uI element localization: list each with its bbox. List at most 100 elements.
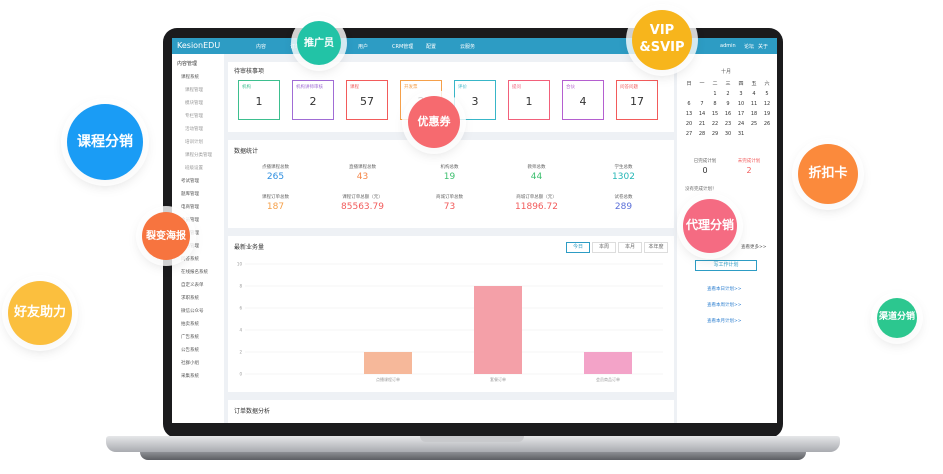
sidebar-item[interactable]: 财务管理 <box>181 244 199 249</box>
calendar-day[interactable]: 7 <box>700 101 704 107</box>
stat-label: 直播课程总数 <box>349 165 376 170</box>
calendar-day[interactable]: 31 <box>737 131 745 137</box>
sidebar-item[interactable]: 微信公众号 <box>181 309 204 314</box>
sidebar-item[interactable]: 题库管理 <box>181 192 199 197</box>
user[interactable]: admin <box>720 43 736 49</box>
calendar-day[interactable]: 13 <box>685 111 693 117</box>
calendar-day[interactable]: 12 <box>763 101 771 107</box>
pending-card[interactable]: 提问 1 <box>508 80 550 120</box>
calendar-day[interactable]: 10 <box>737 101 745 107</box>
nav-item[interactable]: 用户 <box>358 44 369 50</box>
sidebar-item[interactable]: 社群小组 <box>181 361 199 366</box>
laptop-foot <box>140 452 806 460</box>
card-value: 4 <box>579 95 587 108</box>
card-value: 2 <box>309 95 317 108</box>
y-tick-label: 2 <box>239 350 242 355</box>
logo: KesionEDU <box>177 41 221 50</box>
sidebar-item[interactable]: 公告系统 <box>181 348 199 353</box>
pending-card[interactable]: 问答问题 17 <box>616 80 658 120</box>
sidebar-item[interactable]: 活动管理 <box>185 127 203 132</box>
tab[interactable]: 本周 <box>592 242 616 253</box>
calendar-day[interactable]: 28 <box>698 131 706 137</box>
tab[interactable]: 本月 <box>618 242 642 253</box>
tab[interactable]: 今日 <box>566 242 590 253</box>
sidebar-item[interactable]: 问答系统 <box>181 257 199 262</box>
calendar-day[interactable]: 24 <box>737 121 745 127</box>
calendar-day[interactable]: 26 <box>763 121 771 127</box>
sidebar-item[interactable]: 电商管理 <box>181 205 199 210</box>
tab[interactable]: 本年度 <box>644 242 668 253</box>
calendar-day[interactable]: 3 <box>739 91 743 97</box>
calendar-day[interactable]: 15 <box>711 111 719 117</box>
sidebar-item[interactable]: 采集系统 <box>181 374 199 379</box>
sidebar-item[interactable]: 模块管理 <box>185 101 203 106</box>
calendar-day[interactable]: 5 <box>765 91 769 97</box>
plan-link[interactable]: 查看本月计划>> <box>707 319 742 324</box>
sidebar-item[interactable]: 广告系统 <box>181 335 199 340</box>
pending-card[interactable]: 机构讲师审核 2 <box>292 80 334 120</box>
calendar-day[interactable]: 9 <box>726 101 730 107</box>
calendar-day[interactable]: 6 <box>687 101 691 107</box>
calendar-day[interactable]: 18 <box>750 111 758 117</box>
sidebar-item[interactable]: 求职系统 <box>181 296 199 301</box>
calendar-day[interactable]: 2 <box>726 91 730 97</box>
nav-item[interactable]: CRM管理 <box>392 44 414 50</box>
stat-label: 教师总数 <box>527 165 546 170</box>
card-label: 提问 <box>512 85 521 90</box>
calendar-day[interactable]: 23 <box>724 121 732 127</box>
stat-value: 265 <box>266 172 285 182</box>
calendar-day[interactable]: 17 <box>737 111 745 117</box>
sidebar-item[interactable]: 在线报名系统 <box>181 270 208 275</box>
calendar-day[interactable]: 29 <box>711 131 719 137</box>
nav-item[interactable]: 云服务 <box>460 44 476 50</box>
plan-link[interactable]: 查看本周计划>> <box>707 303 742 308</box>
sidebar-item[interactable]: 课程系统 <box>181 75 199 80</box>
sidebar-item[interactable]: 课程管理 <box>185 88 203 93</box>
card-value: 1 <box>525 95 533 108</box>
y-tick-label: 6 <box>239 306 242 311</box>
pending-card[interactable]: 课程 57 <box>346 80 388 120</box>
weekday: 三 <box>725 81 731 87</box>
calendar-day[interactable]: 16 <box>724 111 732 117</box>
sidebar-item[interactable]: 拍卖系统 <box>181 322 199 327</box>
calendar-day[interactable]: 22 <box>711 121 719 127</box>
calendar-day[interactable]: 27 <box>685 131 693 137</box>
more-link[interactable]: 查看更多>> <box>741 245 767 250</box>
nav-link[interactable]: 关于 <box>758 44 769 50</box>
sidebar-item[interactable]: 专栏管理 <box>185 114 203 119</box>
sidebar-item[interactable]: 班级设置 <box>185 166 203 171</box>
orders-panel: 订单数据分析 <box>228 400 674 423</box>
calendar-day[interactable]: 8 <box>713 101 717 107</box>
stat-label: 试卷总数 <box>614 195 633 200</box>
sidebar-item[interactable]: 自定义表单 <box>181 283 204 288</box>
plan-link[interactable]: 查看本日计划>> <box>707 287 742 292</box>
calendar-day[interactable]: 21 <box>698 121 706 127</box>
laptop-base <box>106 436 840 452</box>
sidebar-item[interactable]: 考试管理 <box>181 179 199 184</box>
x-tick-label: 会员商品订单 <box>596 376 620 382</box>
nav-item[interactable]: 内容 <box>256 44 267 50</box>
calendar-day[interactable]: 30 <box>724 131 732 137</box>
sidebar-item[interactable]: 课程分类管理 <box>185 153 212 158</box>
sidebar-item[interactable]: 分销管理 <box>181 231 199 236</box>
plan-button[interactable]: 写工作计划 <box>695 260 757 271</box>
calendar-day[interactable]: 19 <box>763 111 771 117</box>
calendar-day[interactable]: 20 <box>685 121 693 127</box>
calendar-day[interactable]: 14 <box>698 111 706 117</box>
pending-card[interactable]: 合伙 4 <box>562 80 604 120</box>
sidebar-item[interactable]: 培训计划 <box>185 140 203 145</box>
calendar-day[interactable]: 25 <box>750 121 758 127</box>
pending-card[interactable]: 评价 3 <box>454 80 496 120</box>
pending-card[interactable]: 机构 1 <box>238 80 280 120</box>
x-tick-label: 点播课程订单 <box>376 376 400 382</box>
calendar-day[interactable]: 1 <box>713 91 717 97</box>
nav-item[interactable]: 配置 <box>426 44 437 50</box>
calendar-day[interactable]: 11 <box>750 101 758 107</box>
feature-bubble: 推广员 <box>297 21 341 65</box>
bar <box>364 352 412 374</box>
calendar-day[interactable]: 4 <box>752 91 756 97</box>
nav-item[interactable]: 订单 <box>290 44 301 50</box>
feature-bubble: VIP &SVIP <box>632 10 692 70</box>
nav-link[interactable]: 论坛 <box>744 44 755 50</box>
sidebar-item[interactable]: 会员管理 <box>181 218 199 223</box>
